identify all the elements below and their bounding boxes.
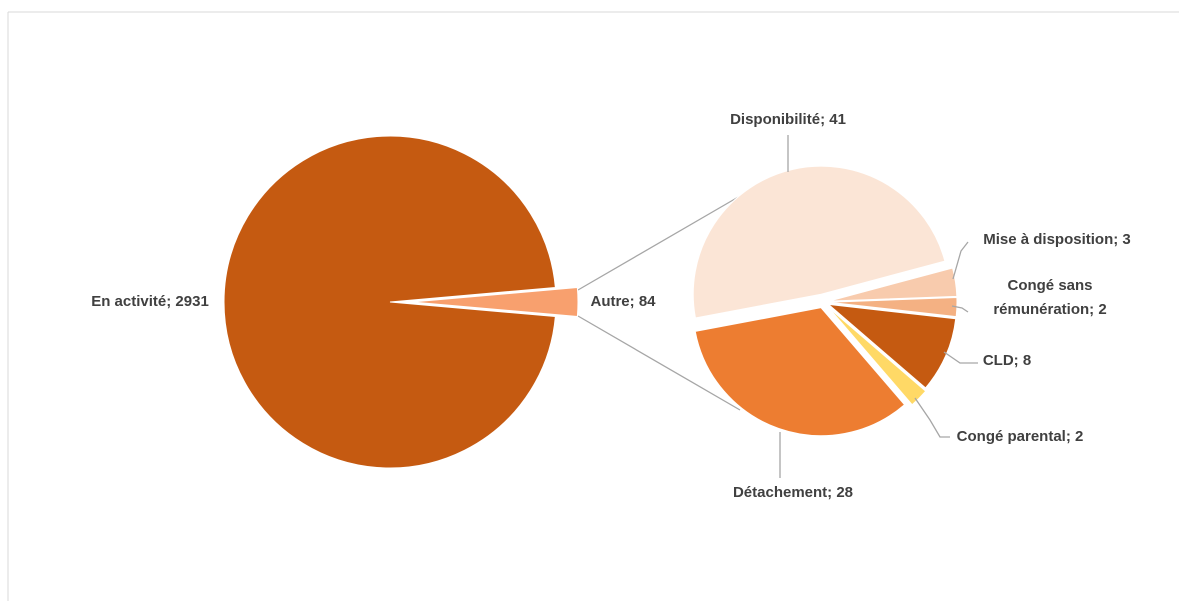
pie-slice	[411, 286, 579, 318]
data-label: En activité; 2931	[91, 293, 209, 310]
leader-line	[914, 397, 950, 438]
pie-slice	[826, 303, 957, 389]
pie-slice	[692, 165, 946, 319]
data-label: Mise à disposition; 3	[983, 231, 1131, 248]
leader-line	[951, 305, 969, 313]
pie-slice	[694, 307, 906, 437]
data-label: Autre; 84	[590, 293, 656, 310]
data-label: Disponibilité; 41	[730, 111, 846, 128]
data-label: Congé parental; 2	[957, 428, 1084, 445]
leader-line	[952, 241, 969, 280]
data-label: Détachement; 28	[733, 484, 853, 501]
leader-line	[943, 351, 978, 364]
pie-slice	[828, 267, 958, 302]
data-label: Congé sans rémunération; 2	[993, 277, 1106, 318]
data-label: CLD; 8	[983, 352, 1031, 369]
connector-line	[577, 315, 741, 411]
pie-slice	[828, 307, 927, 406]
pie-slice	[223, 135, 556, 469]
connector-line	[577, 195, 741, 291]
